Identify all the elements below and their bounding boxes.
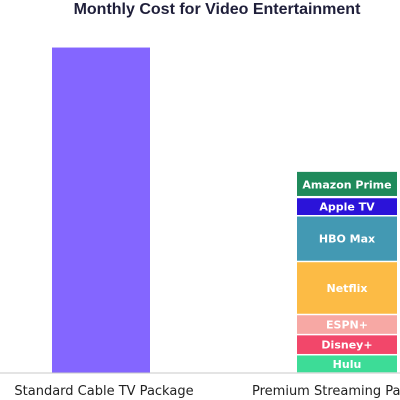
segment-label-amazon-prime: Amazon Prime [302, 179, 391, 192]
category-label-streaming: Premium Streaming Package [252, 384, 400, 399]
segment-label-espn: ESPN+ [326, 319, 368, 332]
segment-label-apple-tv: Apple TV [319, 201, 375, 214]
segment-hbo-max [297, 216, 397, 261]
segment-label-netflix: Netflix [327, 282, 368, 295]
segment-label-disney: Disney+ [321, 339, 372, 352]
bar-standard-cable [52, 47, 150, 373]
segment-label-hulu: Hulu [333, 358, 362, 371]
segment-amazon-prime [297, 171, 397, 196]
segment-label-hbo-max: HBO Max [319, 233, 375, 246]
segment-apple-tv [297, 198, 397, 216]
segment-netflix [297, 262, 397, 314]
chart-title: Monthly Cost for Video Entertainment [74, 1, 362, 18]
segment-disney [297, 335, 397, 354]
segment-hulu [297, 355, 397, 373]
bars-layer: Hulu Disney+ ESPN+ Netflix HBO Max Apple TV Am… [52, 47, 397, 373]
category-label-cable: Standard Cable TV Package [14, 384, 193, 399]
segment-espn [297, 315, 397, 334]
